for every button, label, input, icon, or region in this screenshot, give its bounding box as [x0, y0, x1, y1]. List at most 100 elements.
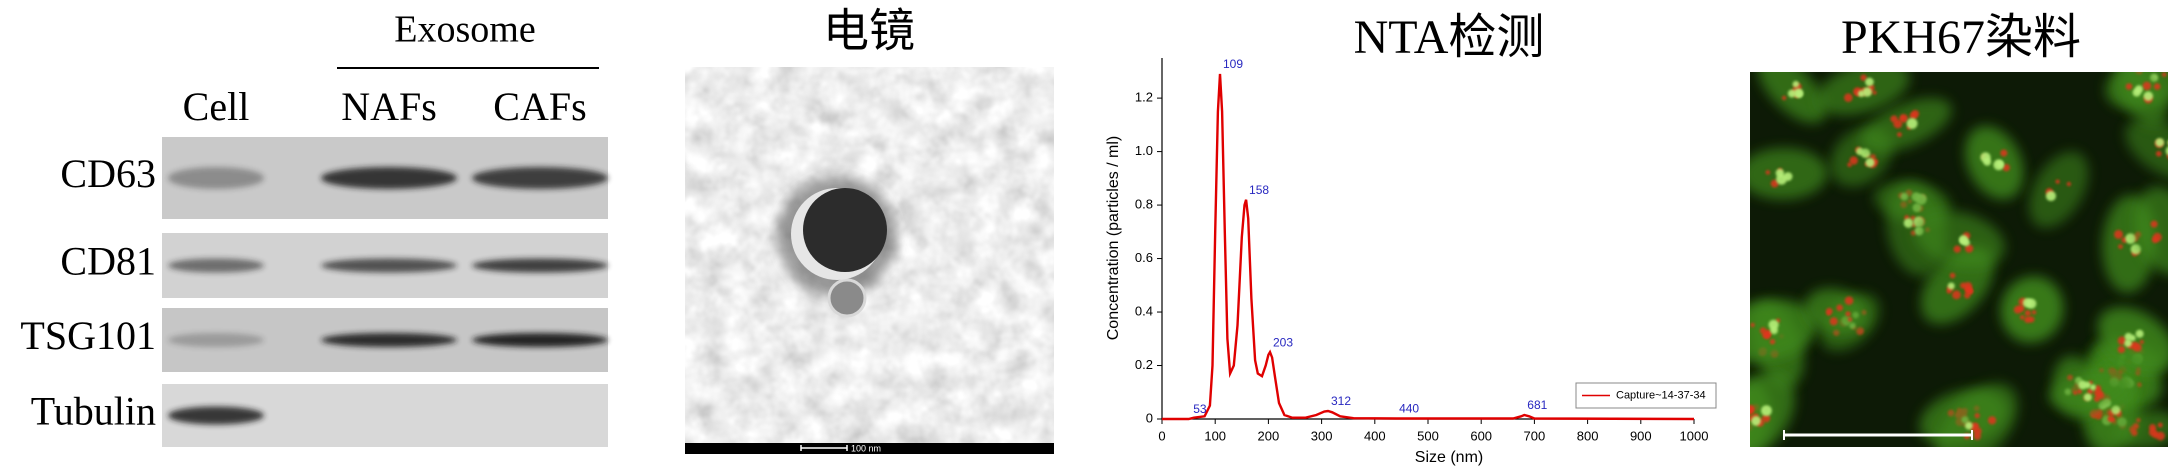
red-dot	[2002, 163, 2010, 172]
tem-vesicles	[777, 176, 897, 318]
green-dot	[1770, 326, 1778, 335]
red-dot	[1750, 406, 1753, 413]
x-tick-label: 600	[1470, 428, 1492, 443]
green-dot	[1906, 118, 1918, 129]
red-dot	[2118, 244, 2123, 249]
red-dot	[2024, 310, 2031, 317]
green-dot	[1775, 168, 1785, 178]
nta-chart: NTA检测 Size (nm) Concentration (particles…	[1105, 11, 1717, 466]
green-dot	[1795, 90, 1803, 98]
x-tick-label: 300	[1311, 428, 1333, 443]
tem-panel: 电镜 100 nm	[685, 6, 1054, 454]
band	[168, 258, 264, 273]
cell	[2029, 151, 2089, 228]
band	[472, 333, 608, 347]
western-blot: Exosome Cell NAFs CAFs CD63 CD81 TSG101 Tubuli…	[20, 9, 608, 447]
green-dot	[2078, 380, 2088, 390]
cell	[2117, 72, 2168, 127]
red-dot	[1844, 296, 1854, 305]
protein-label: TSG101	[20, 313, 156, 358]
red-dot	[1765, 170, 1771, 175]
protein-label: Tubulin	[31, 389, 156, 434]
red-dot	[2031, 310, 2037, 315]
red-dot	[1872, 90, 1877, 95]
red-dot	[2077, 389, 2082, 394]
green-dot	[2129, 334, 2136, 342]
red-dot	[1849, 156, 1858, 165]
green-dot	[2143, 91, 2153, 101]
red-dot	[2153, 83, 2161, 90]
band	[472, 258, 608, 273]
small-vesicle	[827, 278, 867, 318]
red-dot	[1741, 404, 1745, 408]
red-dot	[1890, 115, 1898, 123]
red-dot	[2000, 149, 2008, 157]
red-dot	[2172, 152, 2180, 160]
green-dot	[1996, 160, 2004, 168]
band	[472, 167, 608, 189]
y-axis-label: Concentration (particles / ml)	[1105, 136, 1122, 341]
scale-label: 100 nm	[851, 443, 881, 453]
x-tick-label: 0	[1158, 428, 1165, 443]
red-dot	[2117, 345, 2126, 354]
green-dot	[1783, 172, 1793, 181]
peak-label: 203	[1273, 335, 1293, 349]
red-dot	[2171, 142, 2177, 148]
cell	[1757, 72, 1827, 124]
red-dot	[1829, 317, 1838, 326]
red-dot	[1762, 331, 1770, 339]
green-dot	[2045, 190, 2057, 202]
lane-label: CAFs	[493, 84, 586, 129]
band	[321, 333, 457, 347]
cell	[2125, 118, 2168, 180]
line-series	[1162, 73, 1695, 421]
band	[168, 333, 264, 347]
red-dot	[2169, 156, 2176, 163]
red-dot	[2109, 416, 2116, 423]
red-dot	[2073, 390, 2078, 395]
red-dot	[2096, 391, 2105, 400]
red-dot	[2148, 428, 2157, 437]
y-tick-label: 0	[1146, 410, 1153, 425]
red-dot	[2156, 431, 2165, 441]
green-dot	[1761, 405, 1772, 417]
x-tick-label: 500	[1417, 428, 1439, 443]
red-dot	[2013, 305, 2022, 314]
green-dot	[2125, 233, 2136, 244]
y-tick-label: 0.8	[1135, 197, 1153, 212]
red-dot	[2131, 429, 2138, 437]
green-dot	[2111, 405, 2121, 415]
red-dot	[1739, 411, 1747, 419]
green-dot	[2135, 329, 2144, 338]
red-dot	[1750, 322, 1755, 328]
cells	[1739, 72, 2180, 447]
red-dot	[1899, 114, 1908, 123]
red-dot	[2161, 72, 2167, 78]
green-dot	[2155, 137, 2165, 147]
green-dot	[1980, 152, 1991, 163]
red-dot	[2055, 179, 2060, 184]
red-dot	[1973, 432, 1981, 440]
y-tick-label: 1.0	[1135, 143, 1153, 158]
green-dot	[1792, 80, 1800, 88]
peak-label: 109	[1223, 57, 1243, 71]
red-dot	[2019, 314, 2025, 320]
x-tick-label: 400	[1364, 428, 1386, 443]
red-dot	[2157, 422, 2163, 428]
protein-label: CD63	[60, 151, 156, 196]
red-dot	[1847, 317, 1853, 322]
red-dot	[1825, 307, 1833, 315]
peak-label: 53	[1193, 402, 1207, 416]
green-dot	[1962, 239, 1970, 247]
green-dot	[1857, 90, 1865, 98]
red-dot	[2151, 236, 2159, 244]
red-dot	[1952, 290, 1961, 300]
red-dot	[2132, 422, 2139, 430]
x-tick-label: 1000	[1680, 428, 1709, 443]
peak-label: 158	[1249, 183, 1269, 197]
green-dot	[1865, 157, 1875, 168]
lane-label: Cell	[183, 84, 250, 129]
scale-strip	[685, 443, 1054, 454]
green-dot	[2165, 146, 2168, 156]
green-dot	[2124, 339, 2132, 348]
